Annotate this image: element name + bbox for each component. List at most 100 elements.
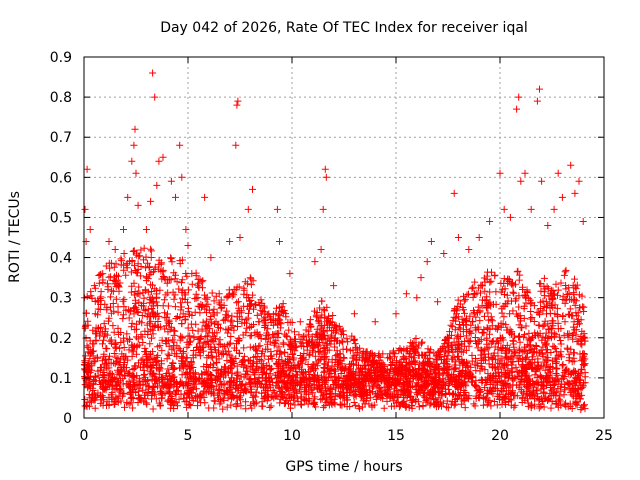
data-point [533, 390, 541, 398]
data-point [285, 326, 293, 334]
data-point [261, 313, 269, 321]
data-point [181, 296, 189, 303]
data-point [388, 358, 396, 366]
data-point [178, 357, 185, 365]
data-point [527, 205, 535, 213]
data-point [358, 403, 366, 411]
data-point [544, 320, 552, 328]
data-point [497, 344, 505, 352]
x-axis-label: GPS time / hours [285, 459, 402, 475]
data-point [215, 299, 223, 307]
y-tick-label: 0.9 [50, 50, 72, 66]
data-point [235, 336, 243, 344]
data-point [153, 181, 161, 189]
data-point [127, 394, 135, 402]
data-point [530, 318, 538, 325]
data-point [325, 370, 333, 378]
data-point [145, 313, 153, 321]
data-point [499, 388, 507, 396]
data-point [509, 288, 517, 296]
data-point [479, 401, 487, 409]
data-point [89, 387, 97, 394]
data-point [277, 350, 285, 358]
data-point [128, 352, 136, 360]
data-point [554, 325, 562, 333]
data-point [323, 303, 331, 311]
data-point [270, 388, 278, 396]
data-point [146, 359, 154, 367]
data-point [198, 325, 206, 333]
data-point [339, 338, 347, 346]
data-point [520, 314, 528, 322]
data-point [106, 352, 113, 360]
data-point [124, 193, 132, 201]
data-point [170, 295, 178, 303]
data-point [162, 291, 170, 299]
data-point [242, 367, 250, 375]
data-point [322, 399, 330, 407]
data-point [240, 388, 248, 396]
data-point [205, 329, 213, 337]
data-point [539, 362, 547, 370]
data-point [152, 375, 160, 383]
data-point [140, 299, 148, 307]
data-point [203, 295, 211, 303]
data-point [523, 341, 531, 349]
data-point [443, 397, 451, 405]
data-point [511, 374, 519, 382]
data-point [558, 353, 566, 361]
data-point [172, 271, 179, 279]
data-point [530, 386, 538, 394]
data-point [125, 335, 133, 343]
data-point [511, 349, 518, 357]
data-point [550, 329, 558, 337]
data-point [498, 355, 506, 363]
data-point [220, 342, 228, 350]
data-point [234, 298, 242, 306]
data-point [532, 343, 540, 350]
data-point [538, 349, 546, 357]
data-point [578, 403, 586, 411]
data-point [387, 355, 395, 363]
data-point [410, 358, 418, 365]
data-point [358, 356, 366, 364]
data-point [190, 347, 198, 354]
data-point [255, 332, 263, 340]
data-point [488, 268, 495, 276]
data-point [552, 280, 560, 288]
data-point [207, 336, 215, 344]
data-point [508, 297, 515, 305]
data-point [383, 397, 391, 405]
data-point [81, 323, 89, 331]
data-point [534, 381, 542, 389]
data-point [223, 293, 231, 301]
data-point [338, 401, 346, 409]
data-point [202, 317, 210, 325]
data-point [240, 385, 248, 393]
data-point [571, 386, 579, 394]
data-point [515, 345, 523, 353]
data-point [459, 397, 467, 405]
data-point [274, 330, 282, 337]
data-point [316, 304, 324, 312]
data-point [372, 390, 380, 398]
data-point [449, 317, 457, 325]
data-point [448, 346, 455, 354]
data-point [234, 400, 241, 408]
data-point [386, 374, 394, 382]
data-point [407, 396, 415, 404]
data-point [149, 308, 157, 316]
data-point [139, 339, 147, 346]
data-point [156, 286, 164, 294]
data-point [564, 333, 572, 341]
data-point [321, 380, 329, 388]
data-point [470, 307, 477, 315]
data-point [471, 290, 479, 298]
data-point [571, 326, 579, 334]
data-point [459, 348, 467, 356]
data-point [524, 385, 532, 393]
data-point [288, 393, 296, 401]
data-point [314, 317, 322, 325]
data-point [319, 335, 327, 343]
y-tick-label: 0 [63, 411, 72, 427]
